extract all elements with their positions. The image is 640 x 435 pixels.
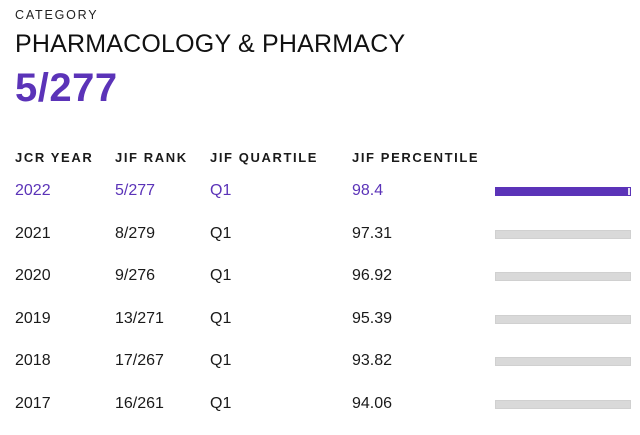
category-rank: 5/277 bbox=[15, 66, 118, 110]
quartile-cell: Q1 bbox=[210, 352, 232, 369]
rank-cell: 13/271 bbox=[115, 309, 164, 327]
table-row: 2017 16/261 Q1 94.06 bbox=[15, 384, 635, 427]
year-cell: 2021 bbox=[15, 224, 51, 242]
percentile-bar-fill bbox=[496, 273, 626, 280]
percentile-bar-fill bbox=[496, 230, 627, 238]
header-jif-percentile: JIF PERCENTILE bbox=[352, 150, 480, 165]
rank-cell: 9/276 bbox=[115, 267, 156, 284]
header-jif-rank: JIF RANK bbox=[115, 150, 188, 165]
year-cell: 2018 bbox=[15, 352, 51, 369]
quartile-cell: Q1 bbox=[210, 267, 232, 284]
header-jcr-year: JCR YEAR bbox=[15, 150, 94, 165]
quartile-cell: Q1 bbox=[210, 309, 232, 327]
table-body: 2022 5/277 Q1 98.4 2021 8/279 Q1 97.31 2… bbox=[15, 171, 635, 426]
table-header: JCR YEAR JIF RANK JIF QUARTILE JIF PERCE… bbox=[15, 150, 635, 168]
header-jif-quartile: JIF QUARTILE bbox=[210, 150, 319, 165]
quartile-cell: Q1 bbox=[210, 182, 232, 199]
year-cell: 2017 bbox=[15, 394, 51, 412]
rank-cell: 5/277 bbox=[115, 182, 156, 199]
percentile-bar bbox=[495, 399, 631, 409]
year-cell: 2020 bbox=[15, 267, 51, 284]
rank-cell: 17/267 bbox=[115, 352, 164, 369]
quartile-cell: Q1 bbox=[210, 394, 232, 412]
table-row: 2020 9/276 Q1 96.92 bbox=[15, 256, 635, 299]
percentile-bar bbox=[495, 272, 631, 281]
percentile-bar bbox=[495, 229, 631, 239]
table-row: 2019 13/271 Q1 95.39 bbox=[15, 299, 635, 342]
percentile-bar-fill bbox=[496, 400, 623, 408]
percentile-cell: 97.31 bbox=[352, 224, 393, 242]
year-cell: 2019 bbox=[15, 309, 51, 327]
percentile-bar bbox=[495, 187, 631, 196]
table-row: 2022 5/277 Q1 98.4 bbox=[15, 171, 635, 214]
percentile-cell: 98.4 bbox=[352, 182, 384, 199]
category-name: PHARMACOLOGY & PHARMACY bbox=[15, 30, 406, 58]
percentile-bar-fill bbox=[496, 188, 628, 195]
percentile-cell: 94.06 bbox=[352, 394, 393, 412]
percentile-bar-fill bbox=[496, 358, 622, 365]
quartile-cell: Q1 bbox=[210, 224, 232, 242]
percentile-cell: 93.82 bbox=[352, 352, 393, 369]
table-row: 2021 8/279 Q1 97.31 bbox=[15, 214, 635, 257]
table-row: 2018 17/267 Q1 93.82 bbox=[15, 341, 635, 384]
rank-cell: 16/261 bbox=[115, 394, 164, 412]
year-cell: 2022 bbox=[15, 182, 51, 199]
percentile-bar-fill bbox=[496, 315, 624, 323]
percentile-bar bbox=[495, 357, 631, 366]
rank-cell: 8/279 bbox=[115, 224, 156, 242]
percentile-cell: 95.39 bbox=[352, 309, 393, 327]
percentile-cell: 96.92 bbox=[352, 267, 393, 284]
category-label: CATEGORY bbox=[15, 8, 99, 22]
percentile-bar bbox=[495, 314, 631, 324]
